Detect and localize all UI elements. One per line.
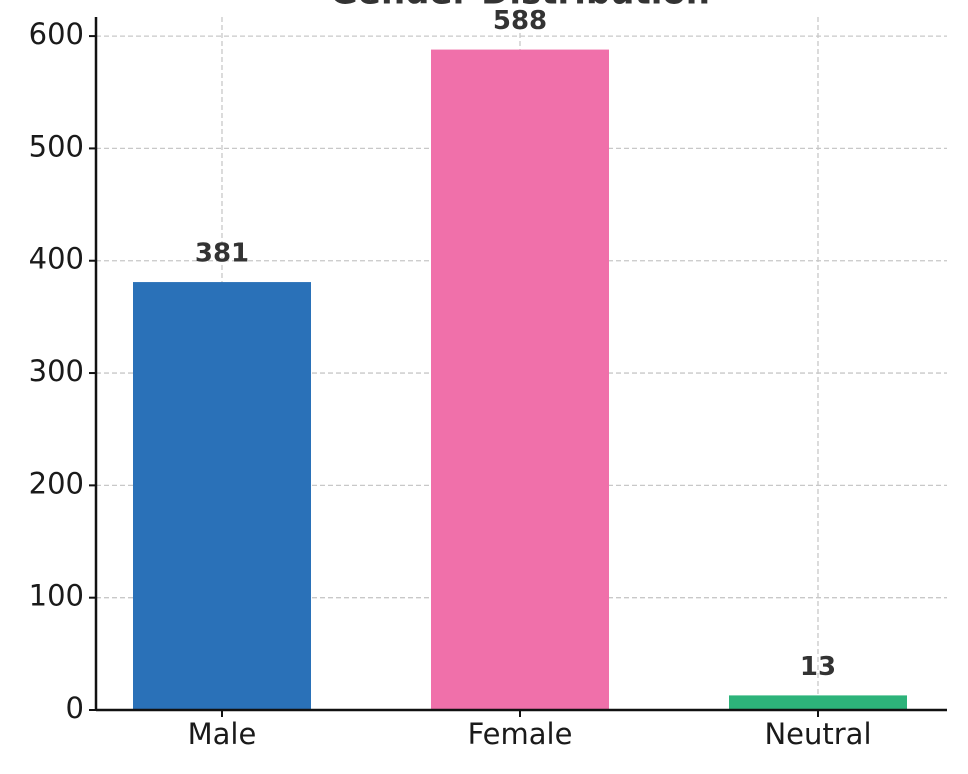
x-tick-label: Male	[188, 717, 257, 751]
bar	[729, 695, 907, 710]
y-tick-label: 500	[29, 129, 84, 163]
y-tick-label: 0	[66, 691, 84, 725]
bar	[133, 282, 311, 710]
bar	[431, 49, 609, 710]
y-tick-label: 200	[29, 466, 84, 500]
x-tick-label: Female	[468, 717, 573, 751]
value-label: 13	[800, 652, 836, 682]
y-tick-label: 300	[29, 354, 84, 388]
y-tick-label: 600	[29, 17, 84, 51]
y-tick-label: 400	[29, 242, 84, 276]
value-label: 588	[493, 6, 547, 36]
chart-title: Gender Distribution	[330, 0, 710, 13]
x-tick-label: Neutral	[764, 717, 871, 751]
value-label: 381	[195, 239, 249, 269]
y-tick-label: 100	[29, 579, 84, 613]
